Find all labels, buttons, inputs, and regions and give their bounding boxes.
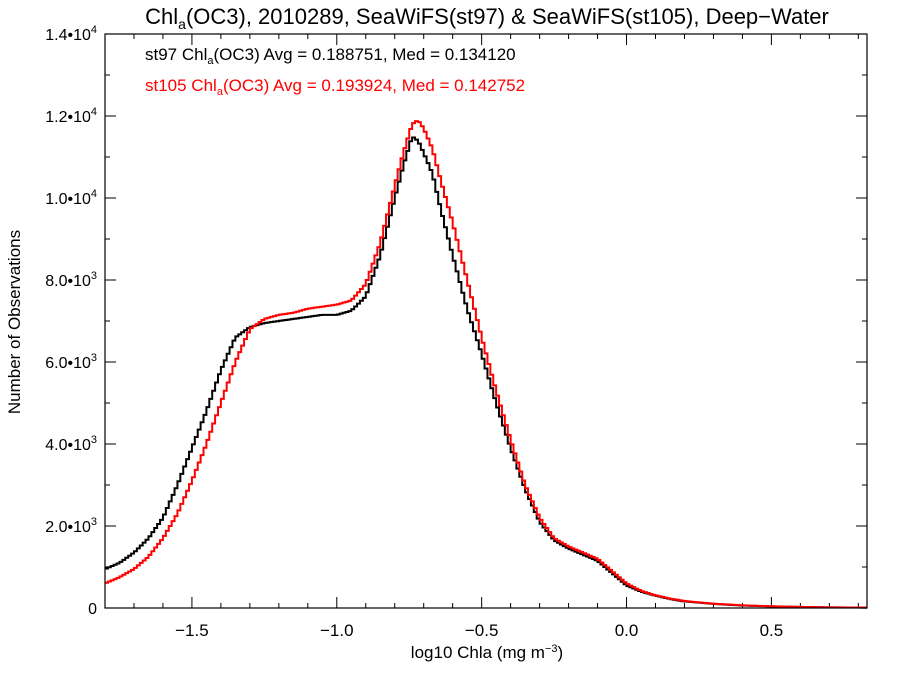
legend-st105: st105 Chla(OC3) Avg = 0.193924, Med = 0.… [145,76,525,98]
y-tick-label: 1.4•104 [45,24,97,44]
series-st97-line [105,136,867,609]
y-tick-label: 0 [88,601,97,618]
y-axis-label: Number of Observations [5,230,24,414]
x-tick-label: −0.5 [465,621,499,640]
y-tick-label: 1.0•104 [45,188,97,208]
x-tick-label: 0.0 [615,621,639,640]
series-lines [105,120,867,609]
y-tick-label: 2.0•103 [45,516,97,536]
x-tick-label: −1.5 [175,621,209,640]
x-tick-label: 0.5 [760,621,784,640]
x-axis-label: log10 Chla (mg m−3) [411,643,563,662]
legend-st97: st97 Chla(OC3) Avg = 0.188751, Med = 0.1… [145,45,516,67]
y-tick-label: 6.0•103 [45,352,97,372]
x-tick-label: −1.0 [320,621,354,640]
chart-title: Chla(OC3), 2010289, SeaWiFS(st97) & SeaW… [145,4,829,32]
axis-ticks: −1.5 −1.0 −0.5 0.0 0.5 0 2.0•103 4.0•103 6.0•103… [45,24,867,640]
y-tick-label: 4.0•103 [45,434,97,454]
y-tick-label: 1.2•104 [45,106,97,126]
plot-frame [104,33,868,609]
series-st105-line [105,120,867,609]
y-tick-label: 8.0•103 [45,270,97,290]
